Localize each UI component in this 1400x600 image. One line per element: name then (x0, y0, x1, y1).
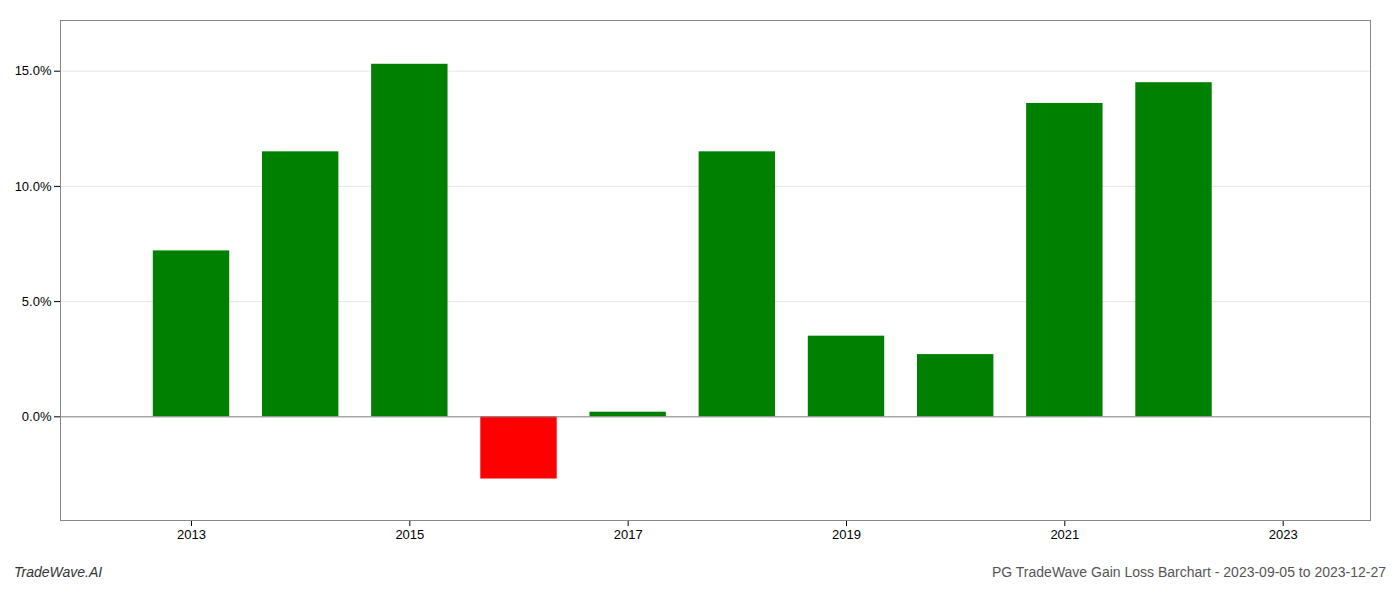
svg-text:2021: 2021 (1050, 527, 1079, 542)
html-text:TradeWave.AI: TradeWave.AI (14, 564, 103, 580)
svg-text:2019: 2019 (832, 527, 861, 542)
html-text:PG TradeWave Gain Loss Barchar: PG TradeWave Gain Loss Barchart - 2023-0… (992, 564, 1386, 580)
svg-text:2017: 2017 (614, 527, 643, 542)
svg-text:0.0%: 0.0% (22, 409, 52, 424)
svg-text:2023: 2023 (1269, 527, 1298, 542)
svg-text:15.0%: 15.0% (15, 63, 52, 78)
svg-text:2013: 2013 (177, 527, 206, 542)
svg-text:10.0%: 10.0% (15, 179, 52, 194)
svg-text:2015: 2015 (395, 527, 424, 542)
svg-text:5.0%: 5.0% (22, 294, 52, 309)
